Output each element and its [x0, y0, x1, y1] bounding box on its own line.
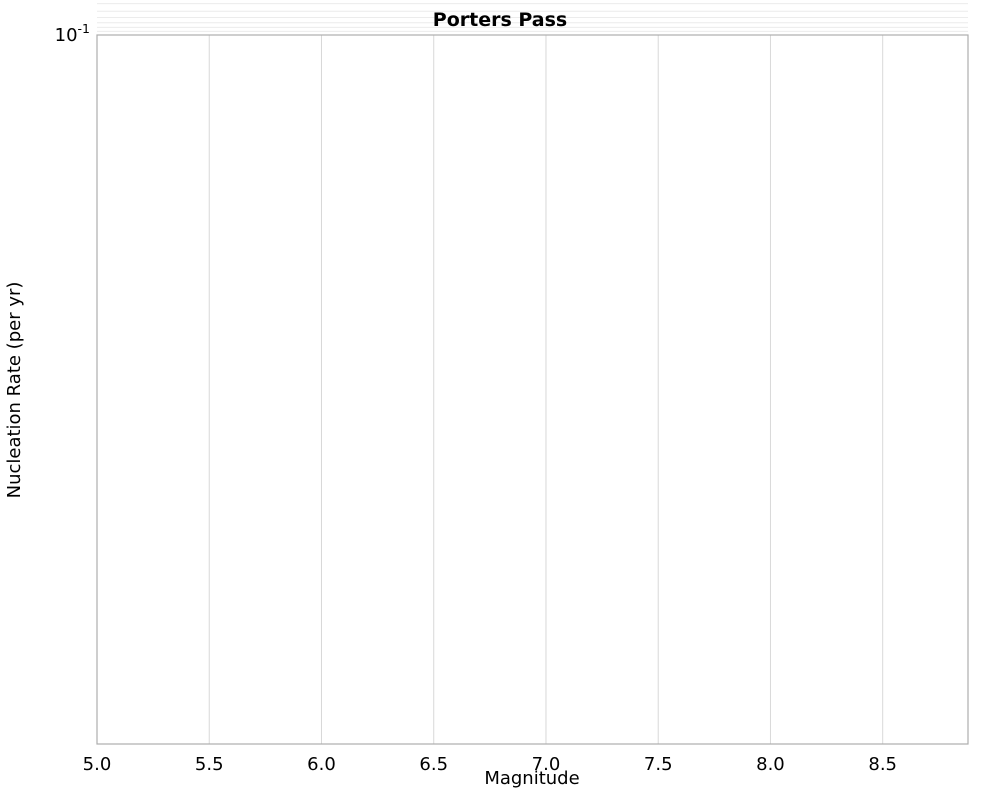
x-tick-label: 8.5	[868, 754, 897, 775]
x-tick-label: 7.0	[532, 754, 561, 775]
chart-title: Porters Pass	[433, 9, 567, 31]
minor-grid-lines	[97, 3, 968, 32]
x-tick-label: 6.0	[307, 754, 336, 775]
x-tick-label: 7.5	[644, 754, 673, 775]
y-tick-labels: 10-110-210-310-410-510-610-710-810-910-1…	[55, 21, 90, 46]
y-tick-label: 10-1	[55, 21, 90, 46]
x-axis-label: Magnitude	[484, 768, 579, 789]
plot-area	[97, 35, 968, 744]
x-tick-label: 5.0	[83, 754, 112, 775]
x-tick-label: 5.5	[195, 754, 224, 775]
x-tick-label: 6.5	[419, 754, 448, 775]
x-tick-label: 8.0	[756, 754, 785, 775]
y-axis-label: Nucleation Rate (per yr)	[4, 282, 25, 499]
x-tick-labels: 5.0 5.5 6.0 6.5 7.0 7.5 8.0 8.5	[83, 754, 897, 775]
plot-frame-spines	[96, 34, 969, 745]
